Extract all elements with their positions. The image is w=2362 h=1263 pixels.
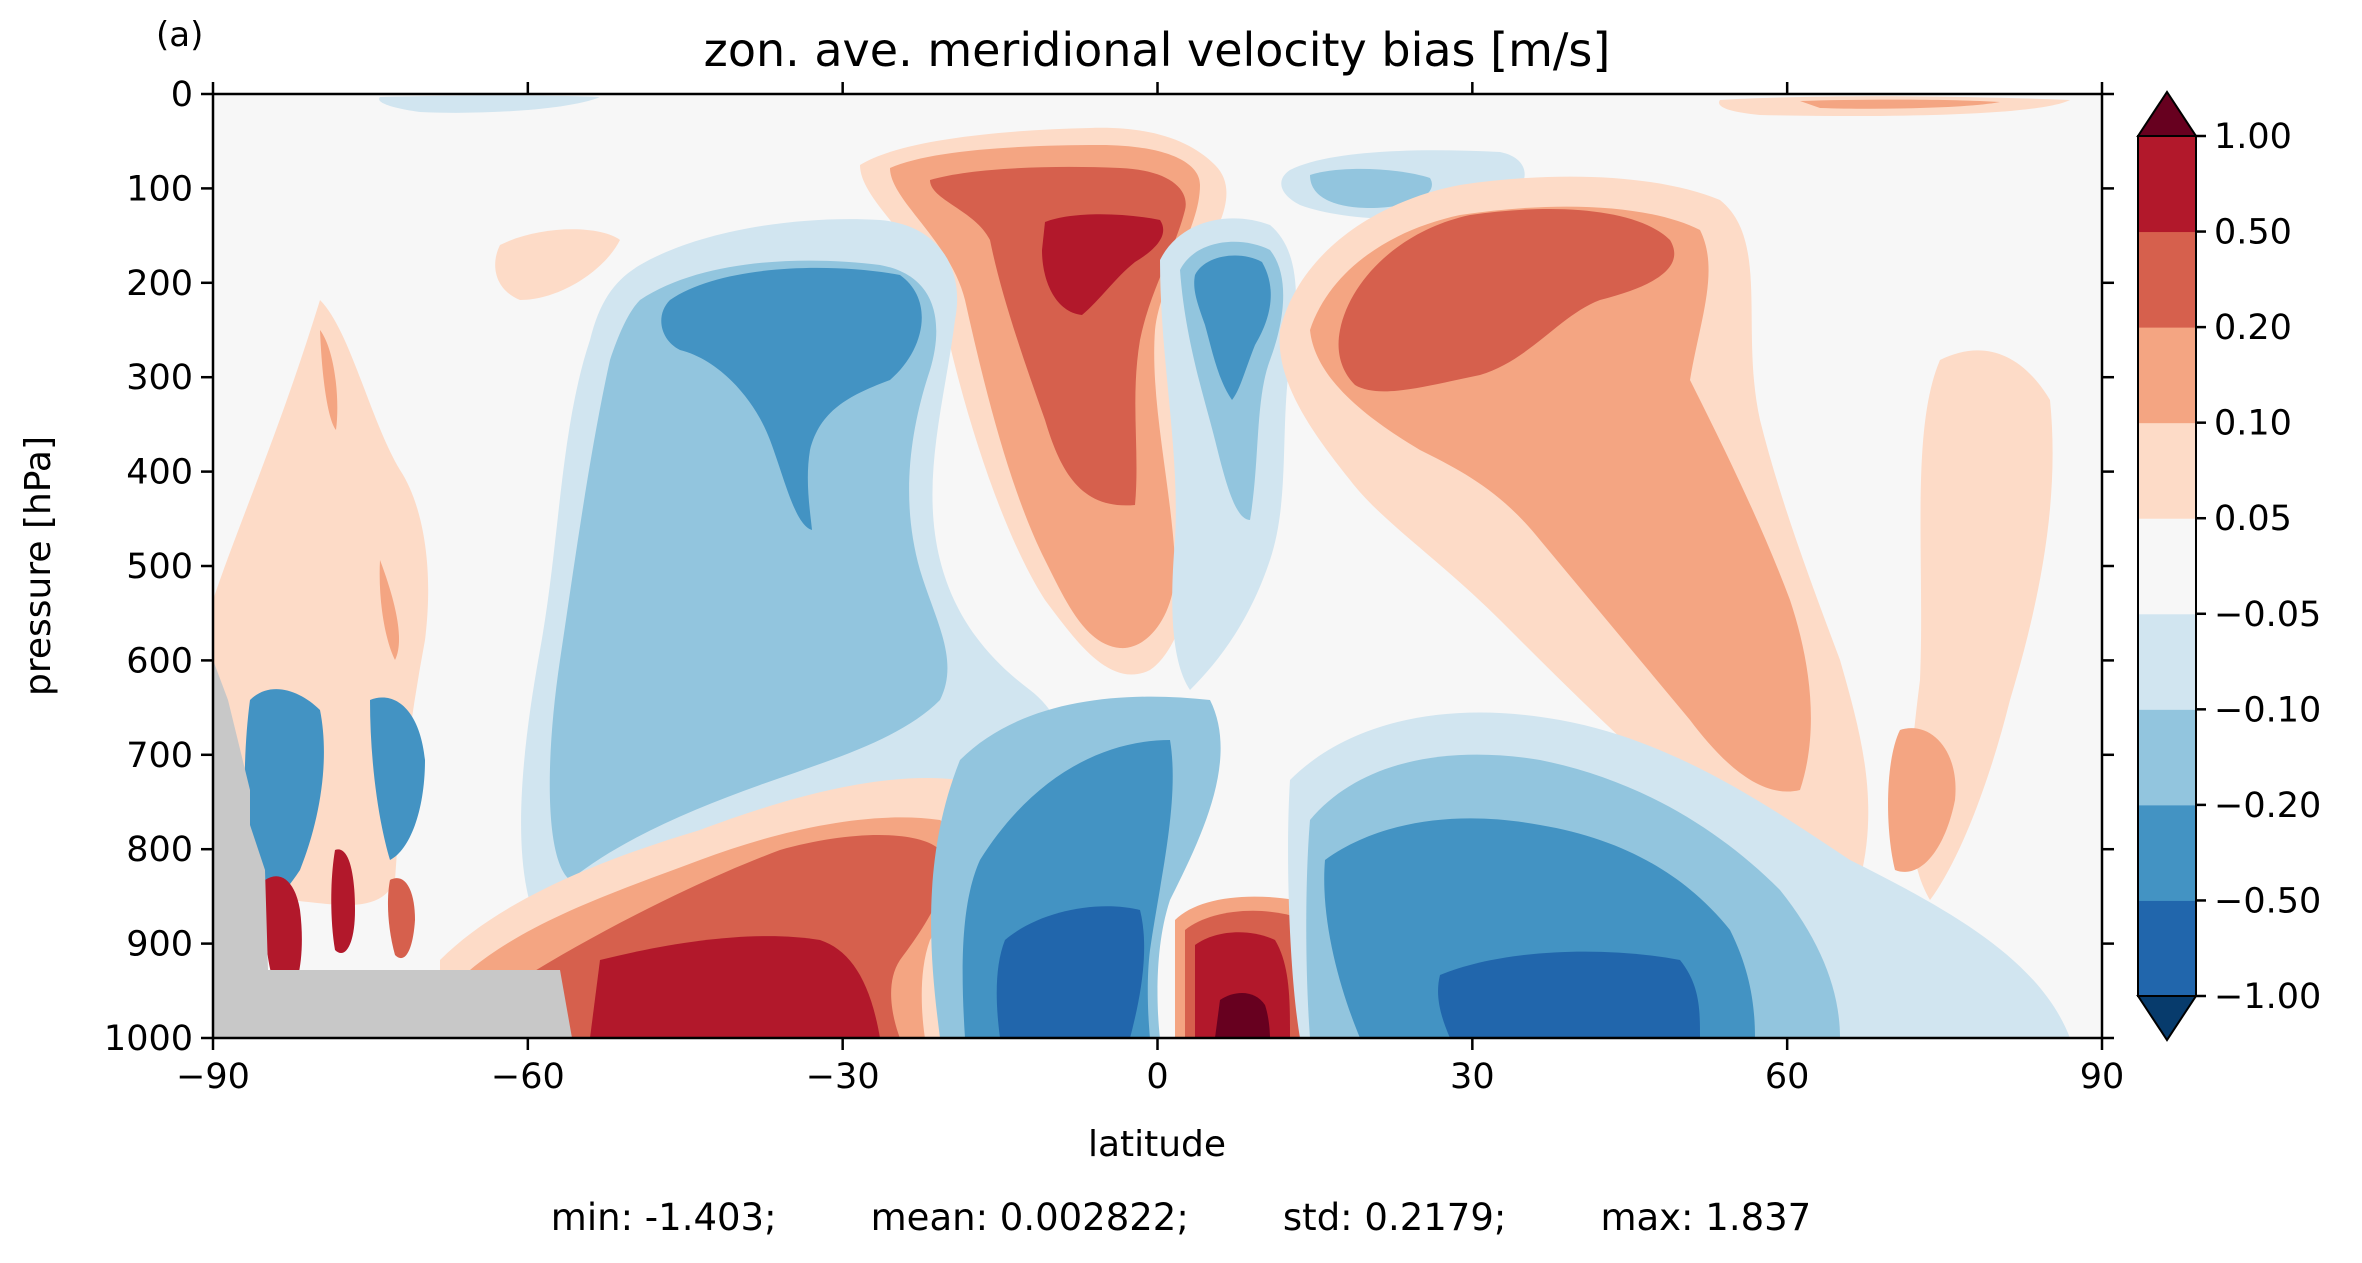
colorbar-tick-label: 0.20 [2214, 308, 2292, 348]
contour-pos-topright-core [1800, 99, 2000, 109]
y-tick-label: 800 [126, 830, 193, 870]
contour-sh-noise-neg [244, 689, 425, 909]
colorbar-band [2138, 900, 2196, 997]
contour-neg-south-inner [661, 267, 922, 530]
x-axis-label: latitude [1088, 1124, 1226, 1165]
colorbar-extend-min [2136, 995, 2198, 1042]
x-tick-label: 60 [1765, 1057, 1810, 1097]
colorbar-band [2138, 613, 2196, 710]
y-tick-label: 1000 [104, 1019, 193, 1059]
stat-mean: mean: 0.002822; [870, 1196, 1189, 1239]
stat-min: min: -1.403; [550, 1196, 777, 1239]
contour-pos-sh-streak-mid [320, 330, 400, 660]
y-tick-label: 0 [171, 75, 193, 115]
colorbar-tick-label: 0.10 [2214, 404, 2292, 444]
y-tick-label: 200 [126, 264, 193, 304]
colorbar-tick-label: −0.10 [2214, 690, 2321, 730]
x-axis-ticks: −90 −60 −30 0 30 60 90 [176, 82, 2124, 1097]
colorbar-tick-label: 1.00 [2214, 117, 2292, 157]
contour-neg-upper-south [379, 95, 600, 113]
y-tick-label: 100 [126, 169, 193, 209]
x-tick-label: −60 [491, 1057, 565, 1097]
contour-pos-tropics-core [1042, 214, 1164, 315]
stat-std: std: 0.2179; [1282, 1196, 1507, 1239]
colorbar-extend-max [2136, 90, 2198, 137]
colorbar-band [2138, 327, 2196, 424]
colorbar-tick-label: −1.00 [2214, 977, 2321, 1017]
contour-neg-eq-inner [1194, 255, 1271, 400]
contour-neg-south-mid [549, 260, 948, 880]
contour-neg-nh-lower-core [1438, 951, 1700, 1038]
colorbar-tick-label: 0.50 [2214, 213, 2292, 253]
y-tick-label: 400 [126, 453, 193, 493]
colorbar-tick-label: 0.05 [2214, 499, 2292, 539]
contour-sh-noise-pos [264, 849, 355, 1000]
panel-label: (a) [156, 15, 203, 55]
colorbar-band [2138, 804, 2196, 901]
colorbar-band [2138, 709, 2196, 806]
y-tick-label: 500 [126, 547, 193, 587]
chart-title: zon. ave. meridional velocity bias [m/s] [704, 23, 1611, 77]
y-axis-label: pressure [hPa] [18, 436, 59, 696]
x-tick-label: 90 [2080, 1057, 2125, 1097]
contour-neg-eq-lower-core [996, 906, 1145, 1038]
colorbar-tick-label: −0.05 [2214, 595, 2321, 635]
contour-pos-farnorth-mid [1888, 728, 1956, 872]
contour-pos-eq-lower-core [1215, 993, 1270, 1038]
colorbar-band [2138, 231, 2196, 328]
contour-neg-upper-small-mid [1310, 168, 1432, 208]
x-tick-label: 0 [1146, 1057, 1168, 1097]
x-tick-label: −30 [806, 1057, 880, 1097]
colorbar-frame [2137, 135, 2197, 997]
missing-data-mask [213, 660, 572, 1038]
stats-line: min: -1.403; mean: 0.002822; std: 0.2179… [0, 1196, 2362, 1239]
y-tick-label: 600 [126, 641, 193, 681]
y-axis-ticks: 0 100 200 300 400 500 600 700 800 900 1000 [104, 75, 2114, 1059]
colorbar-band [2138, 136, 2196, 233]
stat-max: max: 1.837 [1600, 1196, 1812, 1239]
colorbar-tick-label: −0.20 [2214, 786, 2321, 826]
y-tick-label: 300 [126, 358, 193, 398]
x-tick-label: −90 [176, 1057, 250, 1097]
x-tick-label: 30 [1450, 1057, 1495, 1097]
contour-sh-noise-pos2 [387, 878, 415, 959]
contour-pos-upper-south [495, 229, 620, 300]
y-tick-label: 900 [126, 925, 193, 965]
contour-fields [213, 95, 2070, 1038]
contour-pos-sh-lower-core [590, 936, 880, 1038]
colorbar-band [2138, 518, 2196, 615]
colorbar-tick-label: −0.50 [2214, 881, 2321, 921]
colorbar: −1.00 −0.50 −0.20 −0.10 −0.05 0.05 0.10 0.20 0.5… [2136, 90, 2321, 1042]
plot-area [211, 92, 2104, 1040]
contour-pos-north-inner [1338, 208, 1675, 392]
y-tick-label: 700 [126, 736, 193, 776]
colorbar-band [2138, 422, 2196, 519]
